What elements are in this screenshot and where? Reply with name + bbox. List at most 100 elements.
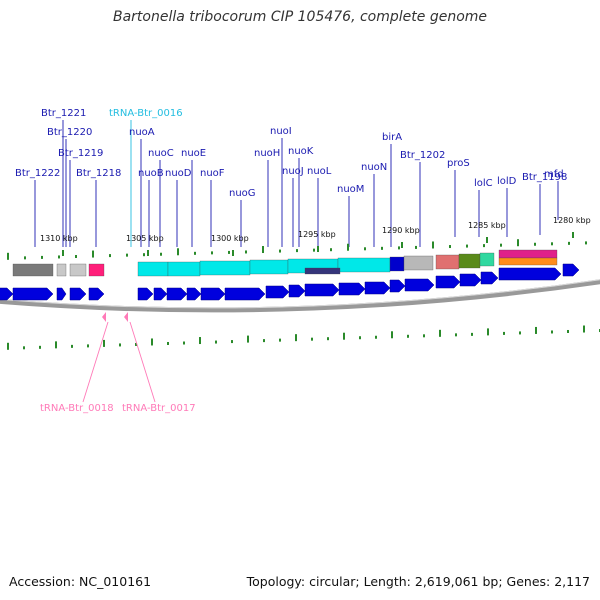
gene-arrow-track (0, 263, 580, 301)
gc-tick-lower (215, 340, 217, 344)
trna-label-trna-btr-0017: tRNA-Btr_0017 (122, 403, 196, 414)
gc-tick-lower (455, 333, 457, 337)
gc-tick-upper (483, 244, 485, 248)
feature-block-lold (479, 252, 495, 267)
gc-skew-lower-ticks (7, 325, 600, 350)
gc-tick-lower (343, 332, 345, 340)
gc-tick-upper (449, 245, 451, 249)
feature-block-btr-1218 (88, 263, 105, 277)
gc-tick-lower (295, 334, 297, 342)
gene-arrow-22 (498, 267, 562, 281)
gc-tick-upper (41, 255, 43, 259)
gc-tick-upper (551, 242, 553, 246)
gene-label-btr-1222: Btr_1222 (15, 168, 60, 179)
gc-tick-lower (375, 335, 377, 339)
gene-label-nuoc: nuoC (148, 148, 174, 159)
gc-tick-upper (109, 254, 111, 258)
kbp-scale: 1310 kbp 1305 kbp 1300 kbp 1295 kbp 1290 kbp… (40, 216, 591, 256)
gene-label-nuom: nuoM (337, 184, 364, 195)
gene-label-nuoj: nuoJ (282, 166, 304, 177)
gc-tick-upper (58, 255, 60, 259)
feature-block-btr-1202 (403, 255, 434, 271)
gc-tick-upper (296, 249, 298, 253)
gene-label-btr-1219: Btr_1219 (58, 148, 103, 159)
gene-label-btr-1218: Btr_1218 (76, 168, 121, 179)
kbp-label-1285-kbp: 1285 kbp (468, 221, 506, 230)
gene-label-layer: Btr_1222 Btr_1221 Btr_1220 Btr_1219 Btr_1218… (15, 108, 567, 247)
gene-label-lold: lolD (497, 176, 517, 187)
gc-tick-upper (24, 256, 26, 260)
gc-tick-upper (92, 250, 94, 258)
gene-arrow-19 (435, 275, 461, 289)
map-title: Bartonella tribocorum CIP 105476, comple… (112, 9, 488, 25)
gene-arrow-2 (12, 287, 54, 301)
gc-tick-lower (423, 334, 425, 338)
kbp-label-1280-kbp: 1280 kbp (553, 216, 591, 225)
gc-tick-lower (311, 337, 313, 341)
gene-arrow-5 (88, 287, 105, 301)
kbp-label-1305-kbp: 1305 kbp (126, 234, 164, 243)
gc-tick-lower (167, 341, 169, 345)
gc-tick-upper (500, 243, 502, 247)
gene-arrow-1 (0, 287, 14, 301)
gene-arrow-11 (224, 287, 266, 301)
gc-tick-lower (135, 342, 137, 346)
gene-label-nuoe: nuoE (181, 148, 206, 159)
gene-arrow-15 (338, 282, 366, 296)
gene-arrow-21 (480, 271, 499, 285)
gene-arrow-7 (153, 287, 168, 301)
gc-tick-lower (119, 343, 121, 347)
gc-tick-upper (262, 246, 264, 254)
gc-tick-upper (432, 241, 434, 249)
gene-arrow-23 (562, 263, 580, 277)
gene-arrow-10 (200, 287, 226, 301)
gc-tick-upper (364, 247, 366, 251)
gc-tick-lower (151, 338, 153, 346)
gc-tick-upper (415, 245, 417, 249)
genome-backbone (0, 279, 600, 313)
gc-tick-upper (194, 251, 196, 255)
gc-tick-upper (330, 248, 332, 252)
feature-block-nuoc-d (167, 261, 201, 277)
feature-block-btr-1221 (56, 263, 67, 277)
gc-tick-lower (183, 341, 185, 345)
gene-arrow-4 (69, 287, 87, 301)
gene-label-btr-1221: Btr_1221 (41, 108, 86, 119)
gc-tick-upper (143, 253, 145, 257)
gene-label-btr-1220: Btr_1220 (47, 127, 92, 138)
gene-label-nuoi: nuoI (270, 126, 292, 137)
gc-tick-lower (519, 331, 521, 335)
trna-connector-trna-btr-0018 (82, 321, 109, 403)
gc-tick-upper (313, 248, 315, 252)
feature-block-mfd-bottom (498, 257, 558, 266)
gc-tick-upper (347, 243, 349, 251)
gene-arrow-20 (459, 273, 482, 287)
trna-marker-trna-btr-0018 (102, 312, 106, 322)
gc-tick-lower (103, 339, 105, 347)
trna-marker-trna-btr-0017 (124, 312, 128, 322)
gc-tick-lower (71, 344, 73, 348)
gc-tick-lower (327, 337, 329, 341)
feature-block-btr-1219 (69, 263, 87, 277)
feature-block-nuo-stripe (304, 267, 341, 275)
gc-tick-lower (583, 325, 585, 333)
gene-label-nuod: nuoD (165, 168, 192, 179)
gc-tick-upper (381, 246, 383, 250)
gc-tick-lower (503, 331, 505, 335)
gc-tick-lower (567, 329, 569, 333)
feature-track (12, 249, 558, 277)
gc-tick-upper (75, 255, 77, 258)
gc-tick-lower (55, 341, 57, 349)
gene-label-nuok: nuoK (288, 146, 314, 157)
gene-arrow-14 (304, 283, 340, 297)
feature-block-mfd-top (498, 249, 558, 259)
gc-tick-lower (535, 326, 537, 334)
gc-tick-upper (585, 241, 587, 245)
gene-label-bira: birA (382, 132, 402, 143)
gene-arrow-12 (265, 285, 290, 299)
gc-tick-upper (228, 250, 230, 254)
gc-tick-lower (487, 328, 489, 336)
gc-tick-upper (177, 248, 179, 256)
gc-tick-lower (551, 330, 553, 334)
